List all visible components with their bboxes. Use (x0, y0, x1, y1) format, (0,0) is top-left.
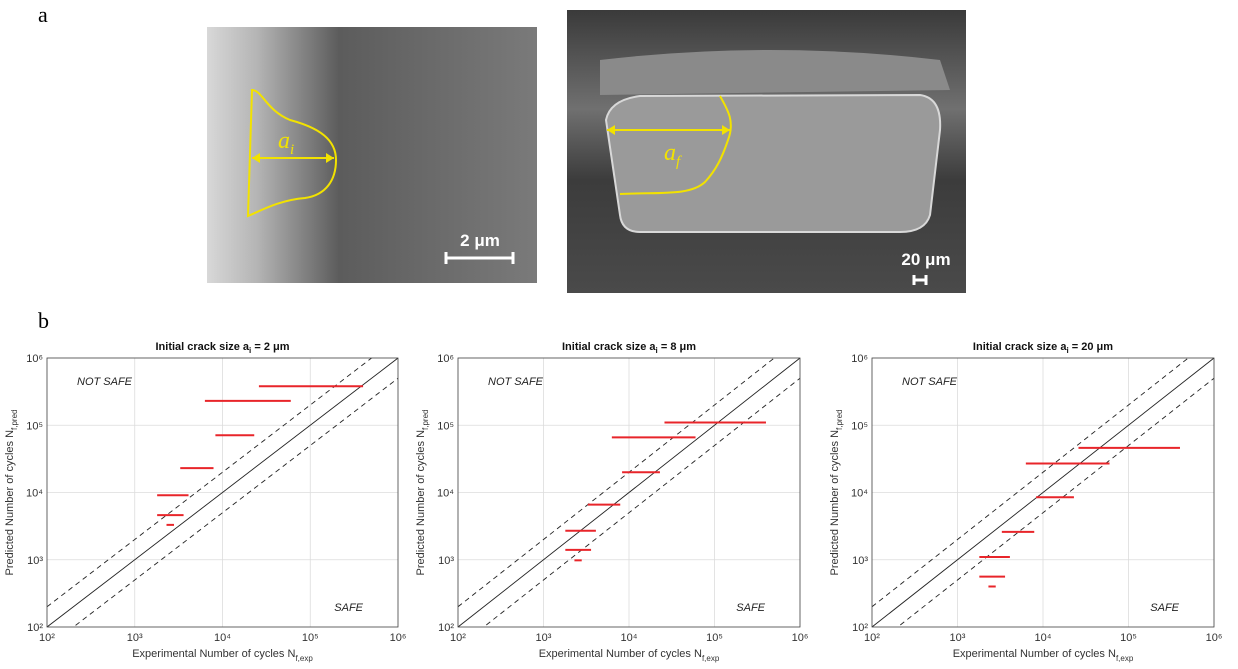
annotation: SAFE (334, 602, 363, 614)
annotation: NOT SAFE (902, 376, 958, 388)
y-tick-label: 10⁵ (851, 420, 868, 432)
y-tick-label: 10⁵ (437, 420, 454, 432)
y-axis-label: Predicted Number of cycles Nf,pred (829, 410, 844, 576)
x-tick-label: 10³ (536, 632, 552, 644)
y-tick-label: 10⁶ (26, 353, 43, 365)
x-tick-label: 10⁵ (1120, 632, 1137, 644)
annotation: SAFE (736, 602, 765, 614)
x-axis-label: Experimental Number of cycles Nf,exp (539, 648, 720, 663)
x-tick-label: 10⁴ (214, 632, 231, 644)
panel-label: a (38, 2, 48, 27)
x-tick-label: 10⁵ (706, 632, 723, 644)
annotation: SAFE (1150, 602, 1179, 614)
y-tick-label: 10³ (852, 555, 868, 567)
x-tick-label: 10³ (127, 632, 143, 644)
y-tick-label: 10⁶ (437, 353, 454, 365)
x-tick-label: 10⁵ (302, 632, 319, 644)
chart-title: Initial crack size ai = 20 μm (973, 341, 1113, 355)
scale-label: 2 μm (460, 231, 500, 250)
panel-label: b (38, 308, 49, 333)
micrograph: af 20 μm (567, 10, 966, 293)
y-tick-label: 10⁴ (26, 488, 43, 500)
y-tick-label: 10² (852, 622, 868, 634)
annotation: NOT SAFE (77, 376, 133, 388)
x-tick-label: 10⁴ (621, 632, 638, 644)
y-tick-label: 10⁶ (851, 353, 868, 365)
x-tick-label: 10⁶ (792, 632, 809, 644)
y-tick-label: 10³ (438, 555, 454, 567)
y-tick-label: 10⁴ (851, 488, 868, 500)
y-tick-label: 10² (27, 622, 43, 634)
micrograph: ai 2 μm (207, 27, 537, 283)
y-tick-label: 10² (438, 622, 454, 634)
y-tick-label: 10³ (27, 555, 43, 567)
chart-title: Initial crack size ai = 2 μm (155, 341, 289, 355)
x-axis-label: Experimental Number of cycles Nf,exp (132, 648, 313, 663)
x-axis-label: Experimental Number of cycles Nf,exp (953, 648, 1134, 663)
x-tick-label: 10⁶ (390, 632, 407, 644)
scale-label: 20 μm (901, 250, 950, 269)
annotation: NOT SAFE (488, 376, 544, 388)
x-tick-label: 10³ (950, 632, 966, 644)
y-axis-label: Predicted Number of cycles Nf,pred (4, 410, 19, 576)
x-tick-label: 10⁶ (1206, 632, 1223, 644)
y-tick-label: 10⁴ (437, 488, 454, 500)
x-tick-label: 10⁴ (1035, 632, 1052, 644)
figure: a b ai 2 μm af 20 μm 10²10³10⁴10⁵10⁶10²1… (0, 0, 1238, 669)
charts: 10² 10³ 10⁴ 10⁵ 10⁶ 10² 10³ 10⁴ 10⁵ 10⁶ NOT SAFE SA… (4, 338, 1222, 663)
y-axis-label: Predicted Number of cycles Nf,pred (415, 410, 430, 576)
y-tick-label: 10⁵ (26, 420, 43, 432)
chart-title: Initial crack size ai = 8 μm (562, 341, 696, 355)
